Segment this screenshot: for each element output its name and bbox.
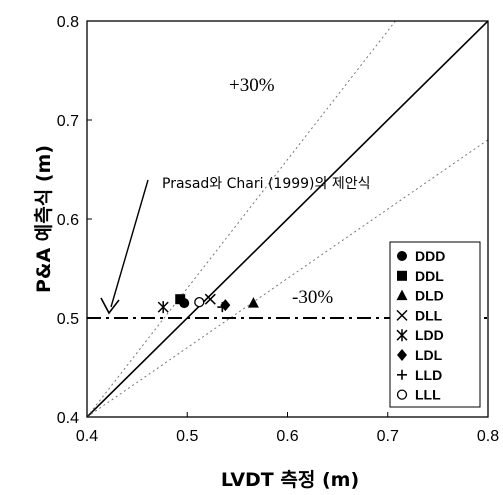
- legend-label-dll: DLL: [415, 307, 443, 323]
- annotation-proposal: Prasad와 Chari (1999)의 제안식: [162, 176, 370, 192]
- legend-label-lll: LLL: [415, 387, 441, 403]
- point-ddl: [175, 294, 186, 305]
- x-tick-label: 0.4: [76, 428, 98, 445]
- reference-lines: [87, 21, 488, 417]
- legend-label-lld: LLD: [415, 367, 442, 383]
- legend-label-dld: DLD: [415, 288, 444, 304]
- legend-box: [389, 241, 481, 408]
- reference-line-1: [87, 21, 397, 417]
- point-lld: [217, 302, 228, 313]
- legend-marker-lld: [397, 369, 407, 380]
- annotation-minus30: -30%: [292, 287, 333, 308]
- legend-label-ldl: LDL: [415, 347, 443, 363]
- x-axis-ticks: 0.4 0.5 0.6 0.7 0.8: [76, 412, 499, 445]
- legend-marker-ldl: [397, 349, 407, 361]
- point-dll: [204, 293, 216, 305]
- y-tick-label: 0.4: [57, 410, 79, 427]
- legend-marker-dll: [396, 309, 408, 321]
- y-axis-ticks: 0.4 0.5 0.6 0.7 0.8: [57, 14, 92, 427]
- x-tick-label: 0.8: [477, 428, 499, 445]
- reference-line-2: [87, 139, 488, 417]
- y-tick-label: 0.6: [57, 212, 79, 229]
- y-tick-label: 0.7: [57, 113, 79, 130]
- legend-marker-ddl: [397, 270, 407, 281]
- point-lll: [194, 297, 205, 308]
- legend-label-ddl: DDL: [415, 268, 444, 284]
- legend-marker-ddd: [397, 251, 407, 261]
- legend-items: DDD DDL DLD DLL LDD LDL LLD LLL: [396, 248, 445, 403]
- point-ldd: [157, 301, 169, 314]
- reference-line-0: [87, 21, 488, 417]
- point-dld: [247, 297, 259, 308]
- y-tick-label: 0.5: [57, 311, 79, 328]
- x-axis-title: LVDT 측정 (m): [221, 469, 359, 491]
- annotation-arrow: [100, 179, 149, 315]
- annotation-plus30: +30%: [229, 75, 275, 96]
- data-points: [157, 293, 259, 314]
- y-tick-label: 0.8: [57, 14, 79, 31]
- x-tick-label: 0.6: [276, 428, 298, 445]
- legend-marker-lll: [396, 389, 408, 400]
- x-tick-label: 0.5: [176, 428, 198, 445]
- legend-marker-dld: [396, 289, 408, 301]
- legend-marker-ldd: [396, 329, 408, 342]
- legend-label-ddd: DDD: [415, 248, 445, 264]
- legend: DDD DDL DLD DLL LDD LDL LLD LLL: [389, 241, 481, 408]
- y-axis-title: P&A 예측식 (m): [33, 145, 55, 293]
- x-tick-label: 0.7: [377, 428, 399, 445]
- legend-label-ldd: LDD: [415, 327, 444, 343]
